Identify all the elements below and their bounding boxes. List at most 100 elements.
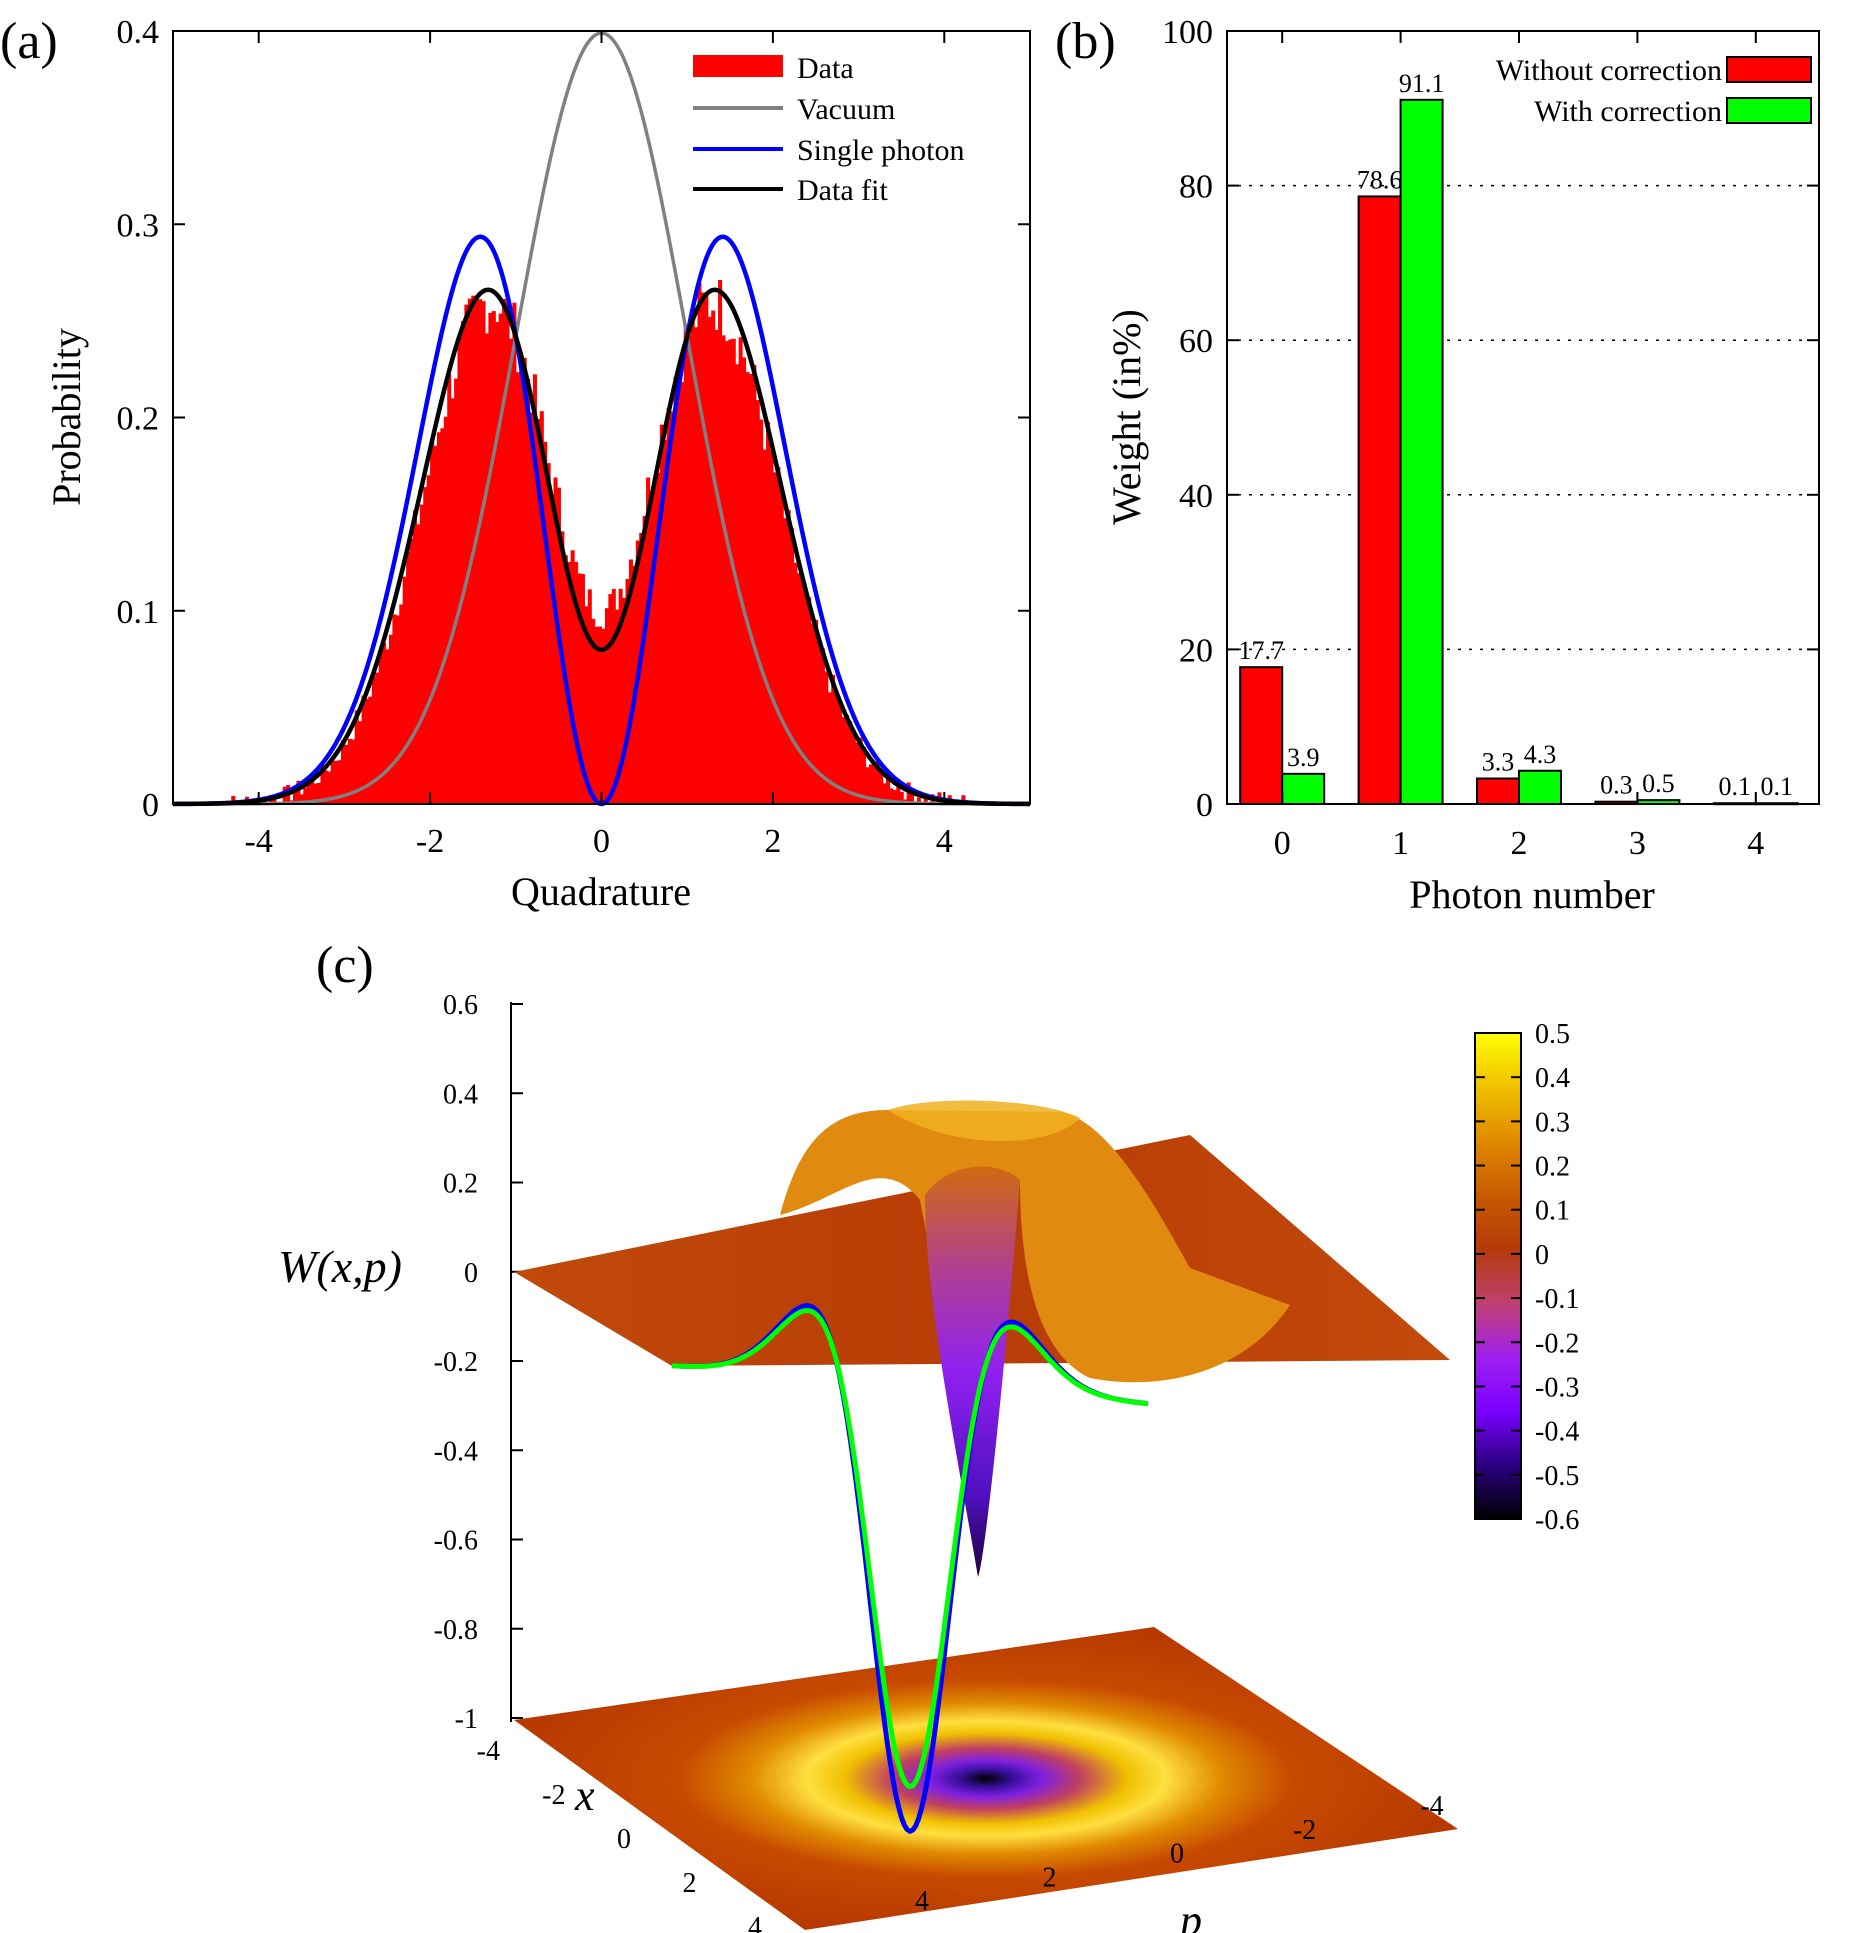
histogram-bin — [879, 769, 884, 804]
histogram-bin — [539, 411, 544, 804]
y-tick-label: 0.2 — [117, 401, 160, 438]
histogram-bin — [491, 311, 496, 804]
floor-projection — [514, 1627, 1458, 1930]
x-tick-label: -4 — [245, 823, 273, 860]
z-tick-label: -0.8 — [434, 1615, 478, 1646]
histogram-bin — [738, 337, 743, 804]
legend-a: Data Vacuum Single photon Data fit — [693, 52, 965, 207]
bar-label-with-correction: 0.5 — [1642, 769, 1675, 798]
histogram-bin — [426, 475, 431, 804]
histogram-bin — [663, 439, 668, 804]
histogram-bin — [666, 407, 671, 804]
histogram-bin — [296, 780, 301, 804]
histogram-bin — [800, 578, 805, 804]
histogram-bin — [529, 412, 534, 804]
histogram-bin — [676, 368, 681, 804]
histogram-bin — [862, 746, 867, 804]
histogram-bin — [488, 312, 493, 804]
colorbar-gradient — [1474, 1032, 1522, 1520]
histogram-bin — [889, 788, 894, 804]
x-tick-label: -2 — [416, 823, 444, 860]
histogram-bin — [796, 573, 801, 804]
histogram-bin — [392, 614, 397, 804]
histogram-bin — [872, 766, 877, 804]
histogram-bin — [646, 477, 651, 804]
histogram-bin — [783, 518, 788, 804]
histogram-bin — [371, 676, 376, 804]
legend-swatch-data — [693, 55, 783, 77]
histogram-bin — [748, 373, 753, 804]
histogram-bin — [272, 798, 277, 804]
histogram-bin — [310, 777, 315, 804]
histogram-bin — [711, 310, 716, 804]
histogram-bin — [670, 411, 675, 804]
histogram-bin — [759, 419, 764, 804]
y-axis-label-a: Probability — [44, 328, 89, 506]
histogram-bin — [916, 797, 921, 804]
histogram-bin — [683, 325, 688, 804]
histogram-bin — [707, 316, 712, 804]
histogram-bin — [337, 760, 342, 804]
histogram-bin — [484, 333, 489, 804]
bar-label-without-correction: 0.1 — [1719, 772, 1752, 801]
histogram-bin — [515, 372, 520, 804]
x-axis-label-a: Quadrature — [511, 869, 691, 914]
histogram-bin — [673, 376, 678, 804]
histogram-bin — [611, 588, 616, 804]
x-tick-label: 4 — [1747, 825, 1764, 862]
histogram-bin — [755, 400, 760, 804]
histogram-bin — [402, 576, 407, 804]
p-tick-label-c: -2 — [1293, 1815, 1316, 1846]
colorbar-tick-label: 0 — [1535, 1240, 1549, 1271]
histogram-bin — [601, 628, 606, 804]
data-fit-line — [173, 287, 1030, 807]
histogram-bin — [577, 573, 582, 804]
histogram-bin — [412, 510, 417, 804]
bar-label-with-correction: 3.9 — [1287, 743, 1320, 772]
colorbar-tick-label: -0.5 — [1535, 1461, 1579, 1492]
histogram-bin — [721, 335, 726, 804]
histogram-bin — [416, 524, 421, 804]
histogram-bin — [584, 606, 589, 804]
histogram-bin — [810, 623, 815, 804]
surface-negative-well — [925, 1166, 1020, 1577]
wigner-surface — [514, 1100, 1450, 1577]
histogram-bin — [316, 782, 322, 804]
cross-section-curves — [671, 1303, 1149, 1835]
histogram-bin — [546, 463, 551, 804]
histogram-bin — [865, 767, 870, 804]
y-tick-label: 0.4 — [117, 14, 160, 51]
histogram-bin — [570, 550, 575, 804]
bar-with-correction — [1518, 769, 1562, 805]
histogram-bin — [807, 597, 812, 804]
histogram-bin — [700, 292, 705, 804]
histogram-bin — [961, 795, 966, 804]
z-tick-label: -1 — [455, 1704, 478, 1735]
histogram-bin — [522, 357, 527, 804]
histogram-bin — [855, 742, 860, 804]
bar-label-without-correction: 0.3 — [1600, 771, 1633, 800]
histogram-bin — [882, 783, 887, 804]
histogram-bin — [323, 770, 328, 804]
histogram-bin — [841, 717, 846, 804]
histogram-bin — [553, 477, 558, 804]
p-tick-label-c: 2 — [1043, 1862, 1057, 1893]
y-tick-label: 100 — [1162, 14, 1213, 51]
histogram-bin — [608, 594, 613, 804]
histogram-bin — [694, 327, 699, 804]
histogram-bin — [303, 787, 308, 804]
histogram-bin — [642, 515, 647, 804]
histogram-bin — [762, 449, 767, 804]
legend-label-data-fit: Data fit — [797, 174, 888, 207]
histogram-bin — [868, 764, 873, 804]
histogram-bin — [334, 760, 339, 804]
surface-top-highlight — [888, 1100, 1080, 1142]
histogram-bin — [351, 739, 356, 804]
colorbar: 0.5 0.4 0.3 0.2 0.1 0 -0.1 -0.2 -0.3 -0.4 -0.5 -0.6 — [1474, 1019, 1579, 1536]
floor-axis-ticks: -4 -2 0 2 4 -4 -2 0 2 4 — [477, 1736, 1444, 1933]
histogram-bin — [790, 528, 795, 804]
histogram-bin — [460, 321, 465, 804]
histogram-bin — [834, 696, 839, 804]
histogram-bin — [306, 782, 311, 804]
histogram-bin — [474, 297, 479, 804]
